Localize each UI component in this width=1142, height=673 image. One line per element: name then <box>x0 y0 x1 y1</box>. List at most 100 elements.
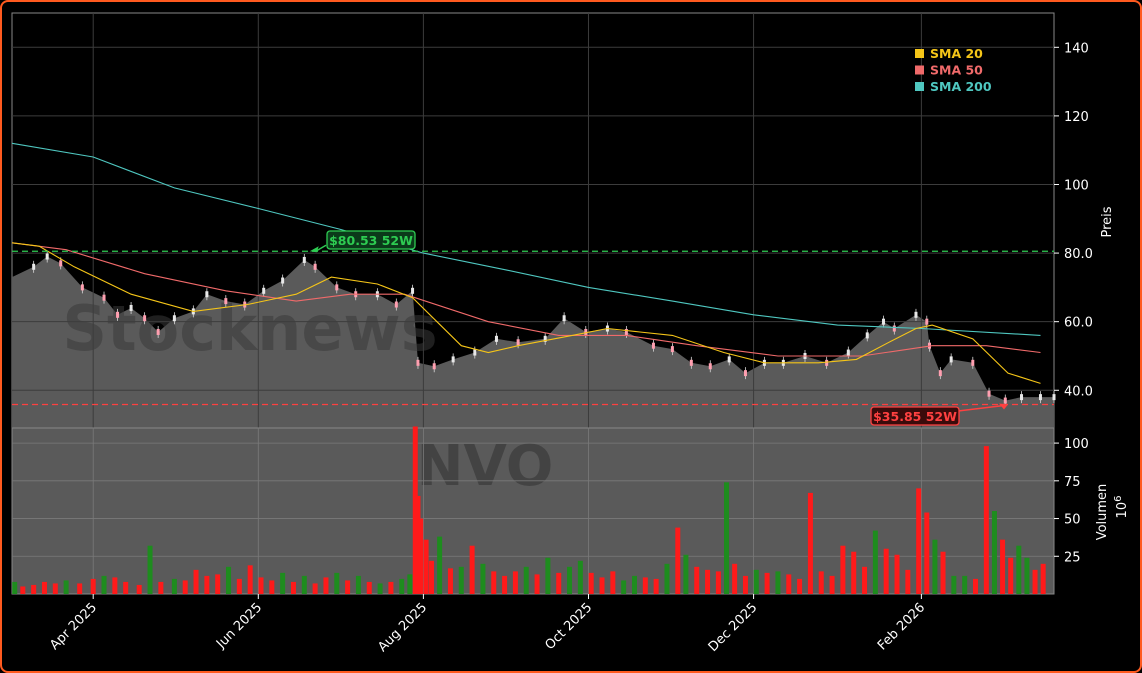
price-tick-label: 100 <box>1064 178 1089 193</box>
volume-bar <box>523 566 529 594</box>
volume-panel-background <box>11 427 1055 595</box>
candle-body <box>313 263 317 270</box>
volume-bar <box>983 446 989 594</box>
volume-bar <box>940 551 946 594</box>
high-52w-label-box <box>326 230 416 250</box>
volume-bar <box>204 575 210 594</box>
candle-body <box>32 263 36 270</box>
candle-body <box>411 287 415 294</box>
volume-bar <box>732 563 738 594</box>
candle-body <box>262 287 266 294</box>
candle-body <box>205 291 209 298</box>
volume-bar <box>158 581 164 594</box>
volume-bar <box>429 560 435 594</box>
volume-bar <box>193 569 199 594</box>
candle-body <box>865 332 869 339</box>
candle-body <box>892 325 896 332</box>
volume-bar <box>797 578 803 594</box>
volume-bar <box>883 548 889 594</box>
legend-swatch <box>915 82 924 91</box>
volume-bar <box>407 574 413 594</box>
candle-body <box>987 390 991 397</box>
candle-body <box>825 359 829 366</box>
volume-bar <box>1016 545 1022 594</box>
candle-body <box>451 356 455 363</box>
volume-bar <box>41 581 47 594</box>
volume-bar <box>215 574 221 594</box>
price-tick-label: 140 <box>1064 41 1089 56</box>
candle-body <box>1038 394 1042 401</box>
volume-bar <box>962 575 968 594</box>
candle-body <box>156 328 160 335</box>
candle-body <box>670 346 674 353</box>
volume-bar <box>458 566 464 594</box>
candle-body <box>651 342 655 349</box>
low-52w-label-box <box>870 406 960 426</box>
candle-body <box>938 370 942 377</box>
volume-unit-base: 10 <box>1115 502 1130 519</box>
volume-bar <box>112 577 118 594</box>
volume-bar <box>301 575 307 594</box>
price-tick-label: 120 <box>1064 110 1089 125</box>
volume-bar <box>512 571 518 594</box>
candle-body <box>914 311 918 318</box>
candle-body <box>562 315 566 322</box>
volume-bar <box>577 560 583 594</box>
candle-body <box>45 253 49 260</box>
volume-bar <box>415 495 421 594</box>
volume-bar <box>412 426 418 594</box>
legend-label: SMA 50 <box>930 63 983 78</box>
volume-bar <box>545 557 551 594</box>
candle-body <box>281 277 285 284</box>
price-tick-label: 60.0 <box>1064 316 1093 331</box>
volume-bar <box>31 584 37 594</box>
volume-bar <box>226 566 232 594</box>
volume-bar <box>447 568 453 594</box>
candle-body <box>129 304 133 311</box>
volume-bar <box>951 575 957 594</box>
volume-axis-label: Volumen <box>1095 484 1110 541</box>
volume-bar <box>20 586 26 594</box>
volume-bar <box>323 577 329 594</box>
volume-tick-label: 75 <box>1064 475 1081 490</box>
candle-body <box>708 363 712 370</box>
candle-body <box>971 359 975 366</box>
candle-body <box>473 349 477 356</box>
candle-body <box>224 298 228 305</box>
candle-body <box>102 294 106 301</box>
volume-bar <box>90 578 96 594</box>
candle-body <box>689 359 693 366</box>
volume-bar <box>182 580 188 594</box>
candle-body <box>1003 397 1007 404</box>
volume-bar <box>1008 557 1014 594</box>
volume-bar <box>818 571 824 594</box>
watermark-text: Stocknews <box>62 292 437 365</box>
candle-body <box>1020 394 1024 401</box>
candle-body <box>494 335 498 342</box>
volume-bar <box>1032 569 1038 594</box>
x-tick-label: Oct 2025 <box>542 600 595 653</box>
low-52w-arrowhead <box>998 403 1008 410</box>
candle-body <box>80 284 84 291</box>
volume-bar <box>136 584 142 594</box>
volume-bar <box>355 575 361 594</box>
volume-bar <box>862 566 868 594</box>
volume-bar <box>480 563 486 594</box>
sma50-line <box>11 242 1041 357</box>
volume-bar <box>742 575 748 594</box>
volume-bar <box>52 583 58 594</box>
volume-bar <box>631 575 637 594</box>
volume-unit-label: 106 <box>1113 496 1130 519</box>
volume-bar <box>12 581 18 594</box>
volume-bar <box>664 563 670 594</box>
x-tick-label: Apr 2025 <box>47 600 100 653</box>
volume-bar <box>556 572 562 594</box>
volume-bar <box>63 580 69 594</box>
legend-swatch <box>915 65 924 75</box>
volume-bar <box>694 566 700 594</box>
volume-bar <box>588 572 594 594</box>
volume-bar <box>423 539 429 594</box>
price-tick-label: 80.0 <box>1064 247 1093 262</box>
volume-bar <box>675 527 681 594</box>
